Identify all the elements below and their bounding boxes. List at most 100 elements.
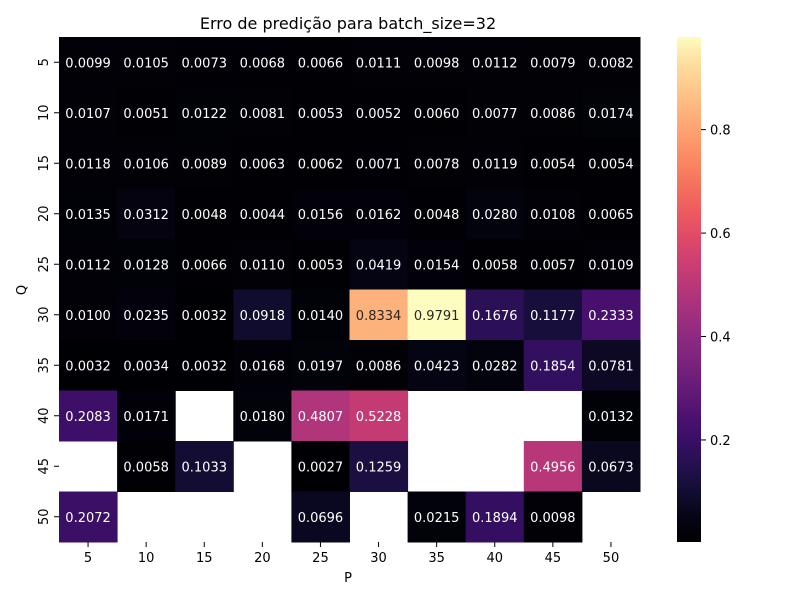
cell-value-label: 0.0106 [123, 157, 169, 172]
heatmap-cell [581, 37, 641, 88]
heatmap-cell [291, 390, 350, 442]
heatmap-cell [175, 441, 234, 492]
x-tick-label: 15 [196, 551, 213, 566]
x-tick-label: 35 [428, 551, 445, 566]
heatmap-cell [523, 188, 583, 240]
cell-value-label: 0.4956 [530, 460, 576, 475]
heatmap-cell [117, 37, 176, 88]
heatmap-cell [233, 138, 292, 189]
cell-value-label: 0.0060 [414, 107, 460, 122]
heatmap-cell [117, 441, 176, 492]
cell-value-label: 0.0057 [530, 258, 576, 273]
cell-value-label: 0.0162 [356, 208, 402, 223]
cell-value-label: 0.0032 [65, 359, 111, 374]
x-tick-label: 40 [486, 551, 503, 566]
heatmap-cell [523, 138, 583, 189]
cell-value-label: 0.0086 [530, 107, 576, 122]
cell-value-label: 0.0696 [298, 511, 344, 526]
heatmap-cell [523, 87, 583, 139]
heatmap-cell [581, 138, 641, 189]
cell-value-label: 0.4807 [298, 410, 344, 425]
cell-value-label: 0.1259 [356, 460, 402, 475]
cell-value-label: 0.0112 [472, 56, 518, 71]
cell-value-label: 0.0062 [298, 157, 344, 172]
heatmap-cell [523, 491, 583, 543]
cell-value-label: 0.0066 [182, 258, 228, 273]
heatmap-cell [233, 239, 292, 290]
cell-value-label: 0.0781 [588, 359, 634, 374]
cell-value-label: 0.0048 [414, 208, 460, 223]
y-tick-label: 5 [37, 58, 52, 66]
cell-value-label: 0.0419 [356, 258, 402, 273]
cell-value-label: 0.2083 [65, 410, 111, 425]
colorbar-tick-label: 0.6 [710, 227, 731, 242]
y-tick-label: 20 [37, 205, 52, 222]
y-axis-title: Q [15, 285, 30, 295]
x-tick-label: 20 [254, 551, 271, 566]
heatmap-cell [117, 239, 176, 290]
heatmap-cell [349, 441, 409, 492]
heatmap-cell [581, 239, 641, 290]
cell-value-label: 0.0079 [530, 56, 576, 71]
heatmap-cell [59, 390, 118, 442]
cell-value-label: 0.0171 [123, 410, 169, 425]
cell-value-label: 0.0065 [588, 208, 634, 223]
cell-value-label: 0.9791 [414, 309, 460, 324]
cell-value-label: 0.0063 [240, 157, 286, 172]
y-tick-label: 15 [37, 155, 52, 172]
heatmap-cell [59, 289, 118, 341]
cell-value-label: 0.0100 [65, 309, 111, 324]
heatmap-cell [59, 138, 118, 189]
cell-value-label: 0.1894 [472, 511, 518, 526]
heatmap-cell [465, 87, 525, 139]
y-tick-label: 45 [37, 458, 52, 475]
colorbar-tick-label: 0.2 [710, 434, 731, 449]
cell-value-label: 0.0107 [65, 107, 111, 122]
cell-value-label: 0.0068 [240, 56, 286, 71]
x-tick-label: 5 [84, 551, 92, 566]
heatmap-cell [407, 289, 467, 341]
colorbar-tick-label: 0.4 [710, 331, 731, 346]
cell-value-label: 0.1854 [530, 359, 576, 374]
cell-value-label: 0.0118 [65, 157, 111, 172]
heatmap-cell [581, 289, 641, 341]
cell-value-label: 0.0110 [240, 258, 286, 273]
heatmap-cell [291, 491, 350, 543]
heatmap-cell [349, 390, 409, 442]
cell-value-label: 0.0077 [472, 107, 518, 122]
heatmap-cell [349, 37, 409, 88]
colorbar-tick-label: 0.8 [710, 124, 731, 139]
heatmap-cell [175, 188, 234, 240]
cell-value-label: 0.0053 [298, 107, 344, 122]
cell-value-label: 0.0078 [414, 157, 460, 172]
heatmap-cell [59, 87, 118, 139]
cell-value-label: 0.0122 [182, 107, 228, 122]
cell-value-label: 0.2072 [65, 511, 111, 526]
cell-value-label: 0.2333 [588, 309, 634, 324]
cell-value-label: 0.0054 [530, 157, 576, 172]
cell-value-label: 0.0086 [356, 359, 402, 374]
heatmap-cell [291, 239, 350, 290]
cell-value-label: 0.0098 [414, 56, 460, 71]
cell-value-label: 0.0032 [182, 309, 228, 324]
heatmap-cell [523, 289, 583, 341]
heatmap-cell [407, 37, 467, 88]
heatmap-cell [175, 87, 234, 139]
x-axis: 5 10 15 20 25 30 35 40 45 50 [84, 542, 619, 566]
cell-value-label: 0.0312 [123, 208, 169, 223]
cell-value-label: 0.0154 [414, 258, 460, 273]
cell-value-label: 0.0423 [414, 359, 460, 374]
cell-value-label: 0.0132 [588, 410, 634, 425]
heatmap-cell [465, 340, 525, 391]
heatmap-cell [291, 441, 350, 492]
cell-value-label: 0.0048 [182, 208, 228, 223]
x-tick-label: 50 [603, 551, 620, 566]
y-tick-label: 35 [37, 357, 52, 374]
cell-value-label: 0.0109 [588, 258, 634, 273]
x-axis-title: P [344, 571, 352, 586]
y-tick-label: 50 [37, 508, 52, 525]
cell-value-label: 0.0174 [588, 107, 634, 122]
heatmap-cell [465, 491, 525, 543]
heatmap-cell [407, 340, 467, 391]
heatmap-cell [291, 87, 350, 139]
